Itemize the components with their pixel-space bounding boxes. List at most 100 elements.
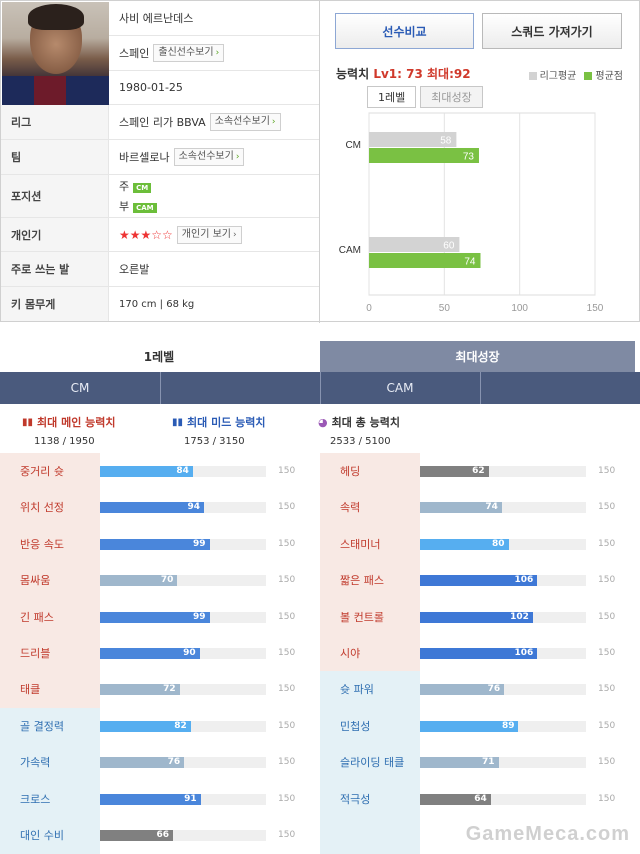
skill-label: 개인기 [1, 218, 109, 251]
stat-name: 위치 선정 [20, 501, 64, 515]
stat-group-mid-bg [0, 707, 100, 854]
stat-bar-track: 64 [420, 793, 586, 805]
compare-players-button[interactable]: 선수비교 [335, 13, 474, 49]
team-row: 팀 바르셀로나 소속선수보기 › [1, 140, 319, 175]
tab-level1-lower[interactable]: 1레벨 [0, 341, 318, 372]
position-cam-header: CAM [320, 372, 480, 404]
chart-tick-label: 50 [439, 303, 451, 314]
stat-bar-track: 84 [100, 466, 266, 477]
stat-row: 짧은 패스 106 150 [320, 562, 638, 598]
summary-mid: ▮▮ 최대 미드 능력치 1753 / 3150 [172, 416, 266, 447]
team-players-link[interactable]: 소속선수보기 › [173, 148, 245, 166]
bar-chart-icon: ▮▮ [172, 416, 184, 428]
player-photo [2, 2, 109, 105]
stat-name: 몸싸움 [20, 574, 51, 588]
stat-bar-track: 71 [420, 757, 586, 769]
position-cm-header: CM [0, 372, 160, 404]
league-label: 리그 [1, 105, 109, 139]
position-cam-header-blank [480, 372, 640, 404]
stat-bar-fill: 76 [100, 757, 185, 769]
watermark: GameMeca.com [465, 823, 630, 845]
stat-max: 150 [278, 575, 296, 586]
stat-row: 슛 파워 76 150 [320, 671, 638, 707]
arrow-right-icon: › [215, 48, 220, 58]
tab-max-growth[interactable]: 최대성장 [420, 86, 483, 108]
stat-bar-fill: 89 [420, 720, 519, 732]
stat-row: 크로스 91 150 [0, 781, 318, 817]
chart-bar [369, 132, 457, 147]
foot-label: 주로 쓰는 발 [1, 252, 109, 286]
stat-bar-fill: 91 [100, 793, 201, 805]
ability-summary: 능력치 Lv1: 73 최대:92 [336, 65, 471, 82]
bar-chart-icon: ▮▮ [22, 416, 34, 428]
stat-row: 골 결정력 82 150 [0, 708, 318, 744]
stat-bar-fill: 76 [420, 684, 505, 696]
primary-position-label: 주 [119, 180, 130, 193]
stat-row: 가속력 76 150 [0, 744, 318, 780]
stat-name: 드리블 [20, 647, 51, 660]
stat-bar-track: 102 [420, 611, 586, 623]
player-name-row: 사비 에르난데스 [109, 1, 319, 36]
nation-row: 스페인 출신선수보기 › [109, 36, 319, 71]
chart-bar-value: 58 [440, 136, 452, 147]
stat-max: 150 [598, 648, 616, 658]
body-value: 170 cm | 68 kg [119, 298, 195, 310]
stat-row: 슬라이딩 태클 71 150 [320, 744, 638, 780]
stat-bar-track: 94 [100, 502, 266, 514]
take-to-squad-button[interactable]: 스쿼드 가져가기 [482, 13, 622, 49]
stat-bar-fill: 82 [100, 720, 191, 732]
stat-name: 중거리 슛 [20, 465, 64, 478]
stat-max: 150 [278, 538, 296, 549]
stat-bar-track: 66 [100, 830, 266, 841]
chart-bar [369, 148, 479, 163]
position-rating-chart: 0 50 100 150 CM 58 73 CAM 60 74 [339, 112, 604, 314]
stat-bar-track: 62 [420, 466, 586, 477]
skill-row: 개인기 ★★★☆☆ 개인기 보기 › [1, 218, 319, 252]
stat-bar-fill: 106 [420, 648, 538, 659]
league-players-link[interactable]: 소속선수보기 › [209, 113, 281, 131]
stat-name: 스태미너 [340, 537, 381, 551]
stat-row: 중거리 슛 84 150 [0, 453, 318, 489]
tab-level1[interactable]: 1레벨 [367, 86, 417, 108]
chart-category-label: CAM [339, 245, 361, 256]
chart-bar-value: 60 [443, 241, 455, 252]
stats-cam-column: 헤딩 62 150 속력 74 150 스태미너 80 150 짧은 패스 106 150 볼 컨트롤 1… [320, 453, 638, 854]
nation: 스페인 [119, 47, 150, 60]
summary-main: ▮▮ 최대 메인 능력치 1138 / 1950 [22, 416, 116, 447]
stat-max: 150 [278, 502, 296, 513]
stat-bar-fill: 102 [420, 611, 533, 623]
stat-name: 시야 [340, 647, 361, 660]
player-name: 사비 에르난데스 [119, 12, 194, 25]
stat-name: 슬라이딩 태클 [340, 756, 405, 770]
stat-max: 150 [598, 720, 616, 731]
arrow-right-icon: › [232, 229, 237, 240]
stat-row: 적극성 64 150 [320, 781, 638, 817]
secondary-position-badge: CAM [133, 203, 157, 213]
stat-max: 150 [598, 684, 616, 695]
stat-name: 가속력 [20, 756, 51, 770]
body-label: 키 몸무게 [1, 287, 109, 321]
nation-players-link[interactable]: 출신선수보기 › [153, 44, 225, 62]
chart-legend: 리그평균 평균점 [528, 67, 623, 82]
position-cm-header-blank [160, 372, 320, 404]
stat-row: 긴 패스 99 150 [0, 599, 318, 635]
stat-row: 반응 속도 99 150 [0, 526, 318, 562]
stat-max: 150 [278, 611, 296, 622]
stat-bar-track: 99 [100, 611, 266, 623]
stats-cm-column: 중거리 슛 84 150 위치 선정 94 150 반응 속도 99 150 몸싸움 70 150 긴 … [0, 453, 318, 854]
stat-max: 150 [598, 793, 616, 804]
foot-row: 주로 쓰는 발 오른발 [1, 252, 319, 287]
skill-view-link[interactable]: 개인기 보기 › [176, 225, 242, 244]
stat-bar-track: 99 [100, 538, 266, 550]
tab-max-growth-lower[interactable]: 최대성장 [320, 341, 635, 372]
stat-row: 태클 72 150 [0, 671, 318, 707]
stat-name: 태클 [20, 683, 41, 697]
stat-row: 헤딩 62 150 [320, 453, 638, 489]
stat-bar-fill: 70 [100, 575, 178, 587]
stat-bar-fill: 84 [100, 466, 193, 477]
ability-label: 능력치 [336, 67, 370, 81]
foot-value: 오른발 [119, 263, 150, 276]
stat-bar-track: 76 [420, 684, 586, 696]
stat-bar-track: 106 [420, 648, 586, 659]
stat-row: 스태미너 80 150 [320, 526, 638, 562]
